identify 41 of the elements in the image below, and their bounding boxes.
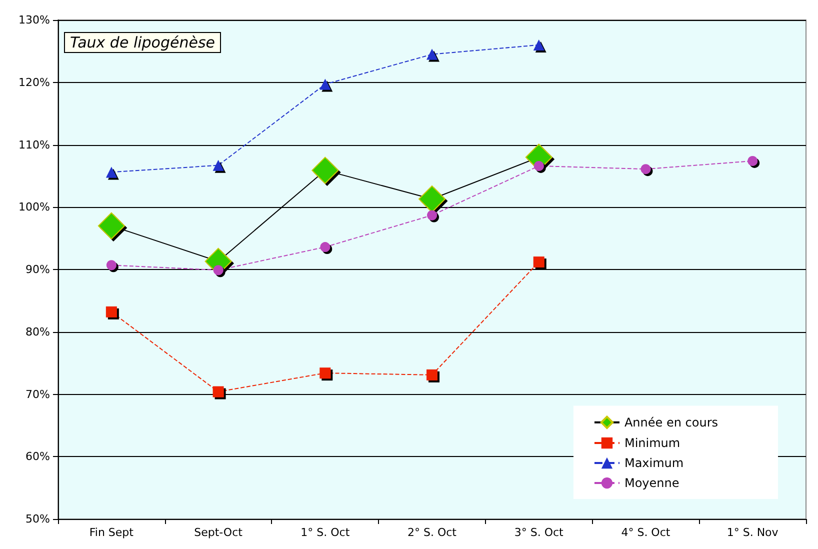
y-tick-label: 110% bbox=[18, 138, 50, 152]
x-tick-label: Sept-Oct bbox=[194, 526, 244, 539]
y-tick-label: 70% bbox=[26, 388, 50, 401]
point bbox=[534, 160, 544, 171]
y-tick-label: 80% bbox=[26, 325, 50, 338]
point bbox=[320, 242, 330, 252]
x-tick-label: 2° S. Oct bbox=[408, 526, 458, 539]
x-tick-label: 1° S. Oct bbox=[300, 526, 350, 539]
point bbox=[418, 186, 446, 213]
point bbox=[106, 166, 117, 178]
point bbox=[533, 256, 544, 268]
point bbox=[426, 369, 438, 380]
legend-label: Moyenne bbox=[624, 476, 680, 490]
y-tick-label: 130% bbox=[18, 14, 50, 26]
point bbox=[426, 48, 438, 60]
x-tick-label: Fin Sept bbox=[89, 526, 134, 539]
legend-label: Maximum bbox=[624, 456, 684, 470]
point bbox=[427, 210, 437, 220]
x-tick-label: 1° S. Nov bbox=[726, 526, 779, 539]
point bbox=[213, 265, 224, 276]
point bbox=[748, 156, 758, 166]
text: Taux de lipogénèse bbox=[70, 34, 216, 52]
y-tick-label: 60% bbox=[26, 450, 50, 464]
legend-label: Minimum bbox=[624, 436, 680, 450]
y-tick-label: 50% bbox=[26, 512, 50, 526]
point bbox=[106, 306, 117, 318]
y-tick-label: 120% bbox=[18, 76, 50, 89]
y-tick-label: 100% bbox=[18, 200, 50, 214]
point bbox=[98, 212, 125, 240]
point bbox=[312, 156, 339, 184]
legend-label: Année en cours bbox=[624, 415, 718, 430]
point bbox=[640, 164, 651, 174]
point bbox=[320, 78, 331, 90]
point bbox=[212, 160, 224, 171]
x-tick-label: 3° S. Oct bbox=[514, 526, 564, 539]
point bbox=[212, 386, 224, 398]
x-tick-label: 4° S. Oct bbox=[621, 526, 671, 539]
point bbox=[106, 260, 116, 270]
point bbox=[533, 39, 544, 50]
y-tick-label: 90% bbox=[26, 263, 50, 276]
point bbox=[320, 368, 331, 379]
